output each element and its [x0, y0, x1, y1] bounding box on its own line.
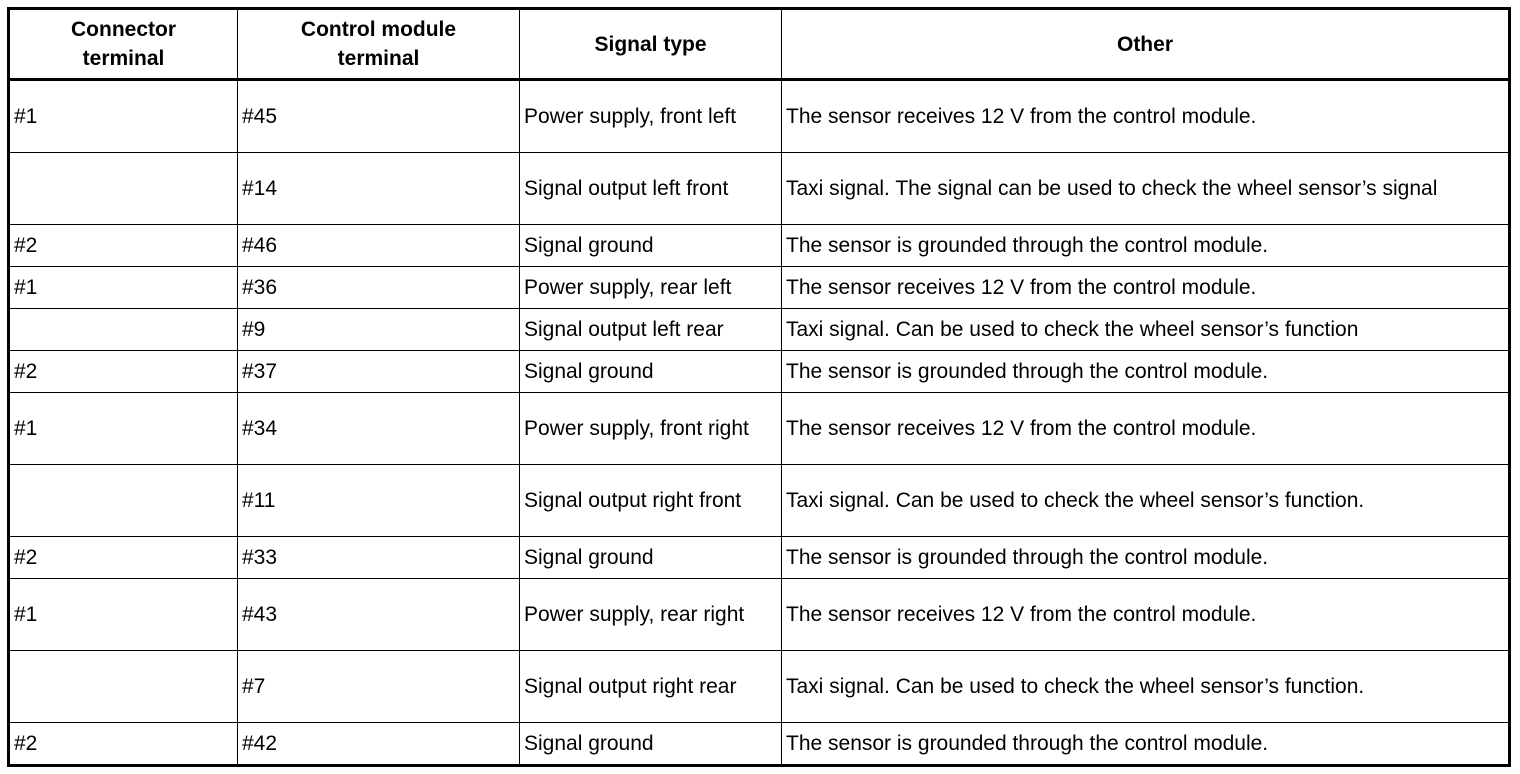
table-row: #2 #33 Signal ground The sensor is grounded…: [8, 536, 1510, 579]
control-module-terminal-cell: #14: [237, 152, 520, 225]
control-module-terminal-cell: #45: [237, 79, 520, 153]
connector-terminal-cell: #2: [8, 536, 238, 579]
table-row: #1 #43 Power supply, rear right The sensor …: [8, 578, 1510, 651]
signal-type-cell: Signal output right rear: [519, 650, 782, 723]
control-module-terminal-cell: #7: [237, 650, 520, 723]
other-cell: Taxi signal. Can be used to check the wh…: [781, 308, 1510, 351]
signal-type-cell: Signal output left front: [519, 152, 782, 225]
table-row: #2 #46 Signal ground The sensor is grounded…: [8, 224, 1510, 267]
signal-type-cell: Power supply, front left: [519, 79, 782, 153]
connector-terminal-cell: [8, 152, 238, 225]
control-module-terminal-cell: #36: [237, 266, 520, 309]
control-module-terminal-cell: #37: [237, 350, 520, 393]
other-cell: The sensor receives 12 V from the contro…: [781, 79, 1510, 153]
table-row: #14 Signal output left front Taxi signal. …: [8, 152, 1510, 225]
table-row: #1 #34 Power supply, front right The sensor…: [8, 392, 1510, 465]
connector-terminal-cell: #1: [8, 578, 238, 651]
control-module-terminal-cell: #46: [237, 224, 520, 267]
other-cell: The sensor is grounded through the contr…: [781, 350, 1510, 393]
connector-terminal-cell: #2: [8, 722, 238, 766]
signal-type-cell: Power supply, rear right: [519, 578, 782, 651]
control-module-terminal-cell: #9: [237, 308, 520, 351]
control-module-terminal-cell: #33: [237, 536, 520, 579]
other-cell: The sensor is grounded through the contr…: [781, 722, 1510, 766]
table-row: #2 #37 Signal ground The sensor is grounded…: [8, 350, 1510, 393]
control-module-terminal-cell: #34: [237, 392, 520, 465]
other-cell: The sensor receives 12 V from the contro…: [781, 578, 1510, 651]
signal-type-cell: Power supply, front right: [519, 392, 782, 465]
signal-type-cell: Signal ground: [519, 722, 782, 766]
signal-type-cell: Signal ground: [519, 224, 782, 267]
table-row: #9 Signal output left rear Taxi signal. Ca…: [8, 308, 1510, 351]
header-row: Connector terminal Control module termin…: [8, 8, 1510, 81]
other-cell: Taxi signal. Can be used to check the wh…: [781, 464, 1510, 537]
signal-type-cell: Signal ground: [519, 350, 782, 393]
control-module-terminal-cell: #43: [237, 578, 520, 651]
header-signal-type: Signal type: [519, 8, 782, 81]
connector-terminal-cell: #2: [8, 350, 238, 393]
other-cell: The sensor receives 12 V from the contro…: [781, 392, 1510, 465]
signal-type-cell: Signal output left rear: [519, 308, 782, 351]
signal-type-cell: Signal ground: [519, 536, 782, 579]
header-control-module-terminal: Control module terminal: [237, 8, 520, 81]
other-cell: The sensor is grounded through the contr…: [781, 536, 1510, 579]
signal-type-cell: Signal output right front: [519, 464, 782, 537]
terminal-signal-table: Connector terminal Control module termin…: [7, 7, 1511, 767]
header-other: Other: [781, 8, 1510, 81]
connector-terminal-cell: #1: [8, 392, 238, 465]
connector-terminal-cell: #1: [8, 79, 238, 153]
table-row: #7 Signal output right rear Taxi signal. C…: [8, 650, 1510, 723]
table-row: #1 #36 Power supply, rear left The sensor r…: [8, 266, 1510, 309]
table-row: #11 Signal output right front Taxi signal.…: [8, 464, 1510, 537]
other-cell: Taxi signal. The signal can be used to c…: [781, 152, 1510, 225]
table-row: #1 #45 Power supply, front left The sensor …: [8, 79, 1510, 153]
control-module-terminal-cell: #11: [237, 464, 520, 537]
other-cell: The sensor receives 12 V from the contro…: [781, 266, 1510, 309]
table-row: #2 #42 Signal ground The sensor is grounded…: [8, 722, 1510, 766]
connector-terminal-cell: [8, 464, 238, 537]
connector-terminal-cell: #2: [8, 224, 238, 267]
other-cell: Taxi signal. Can be used to check the wh…: [781, 650, 1510, 723]
control-module-terminal-cell: #42: [237, 722, 520, 766]
other-cell: The sensor is grounded through the contr…: [781, 224, 1510, 267]
signal-type-cell: Power supply, rear left: [519, 266, 782, 309]
header-connector-terminal: Connector terminal: [8, 8, 238, 81]
connector-terminal-cell: #1: [8, 266, 238, 309]
connector-terminal-cell: [8, 650, 238, 723]
connector-terminal-cell: [8, 308, 238, 351]
